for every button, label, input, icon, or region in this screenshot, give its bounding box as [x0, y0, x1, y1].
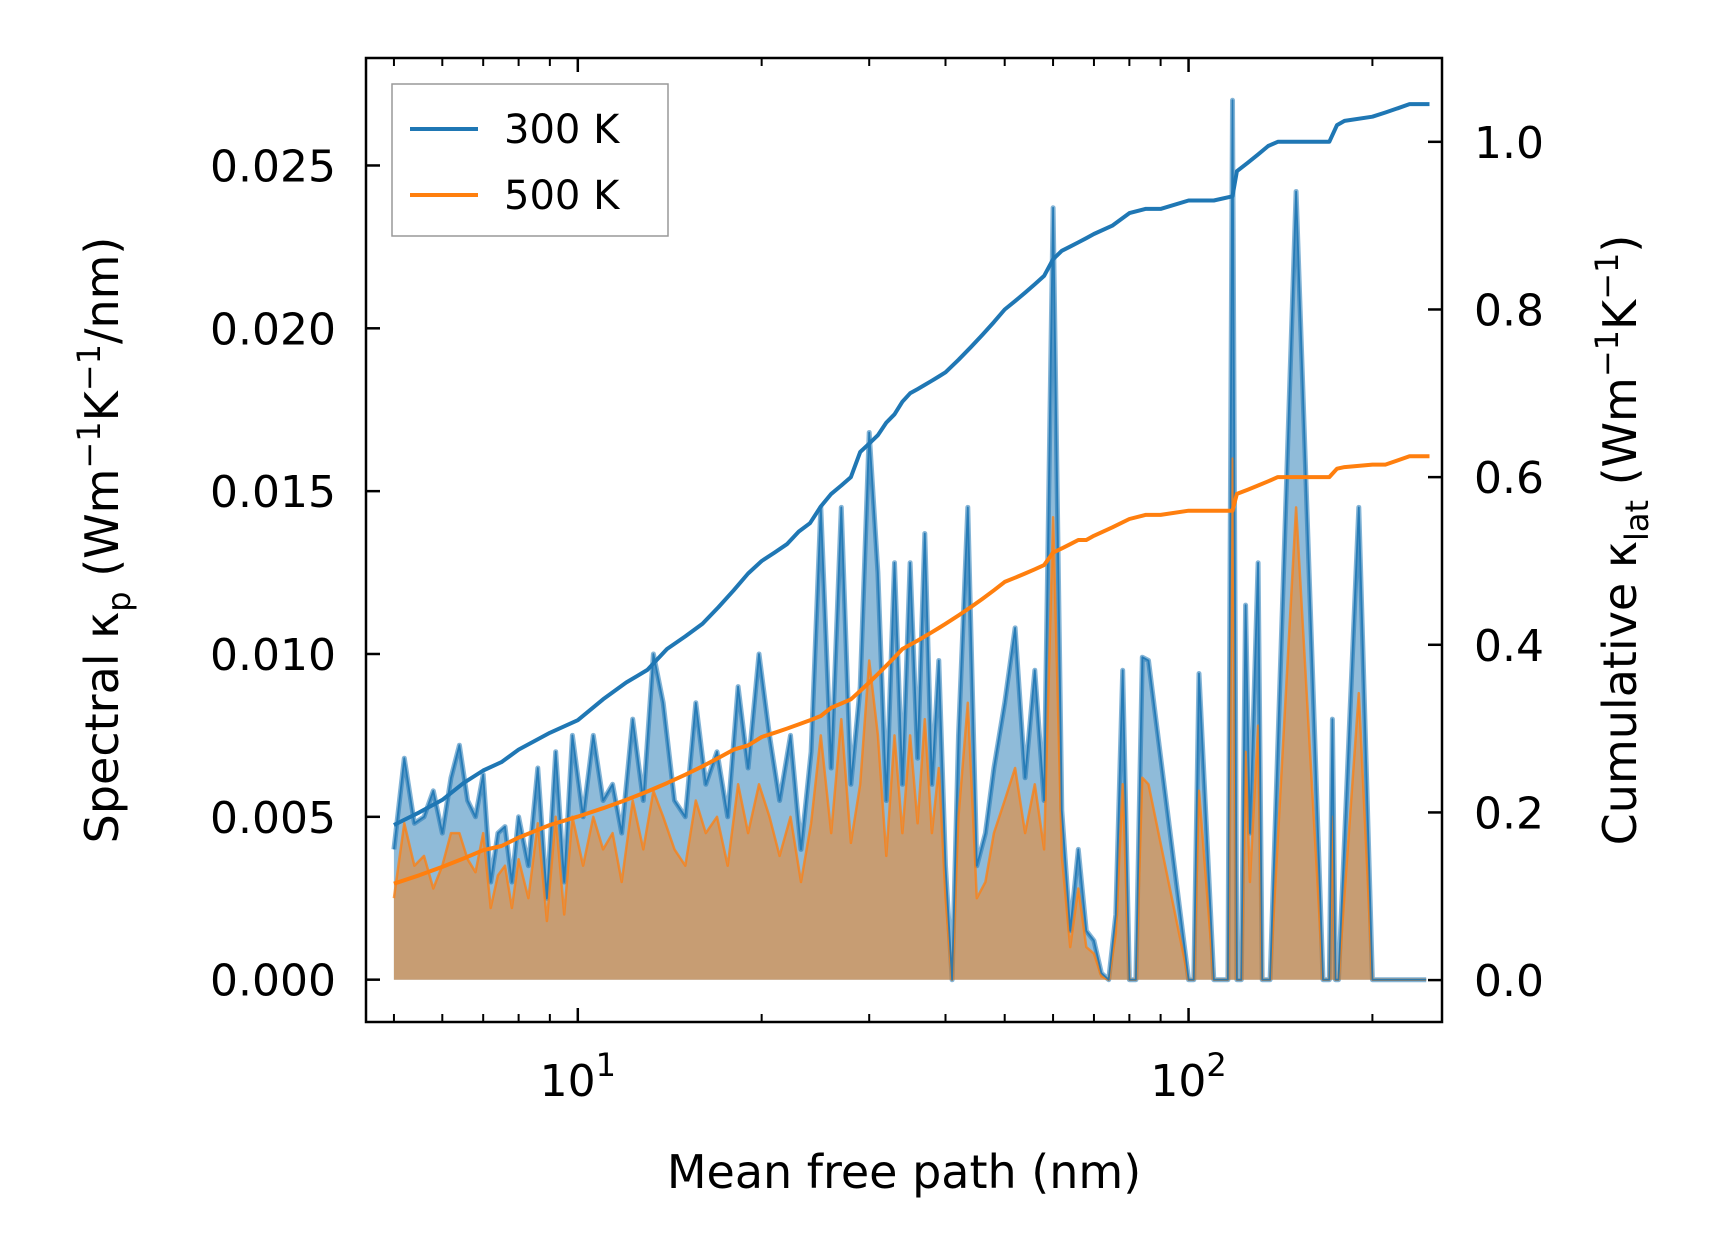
y-left-tick-label: 0.005: [210, 793, 336, 844]
y-right-axis-title-unit-mid: K: [1593, 298, 1647, 330]
y-right-tick-label: 0.4: [1474, 621, 1544, 672]
y-left-axis-title: Spectral κp (Wm−1K−1/nm): [70, 237, 138, 844]
y-right-tick-label: 0.0: [1474, 956, 1544, 1007]
series-500k-cumulative-line: [393, 454, 1430, 886]
y-right-tick-label: 0.2: [1474, 788, 1544, 839]
plot-area: [391, 97, 1430, 983]
y-left-axis-title-subscript: p: [100, 591, 138, 611]
series-500k-spectral-fill: [393, 458, 1427, 980]
axes: 101 1020.0000.0050.0100.0150.0200.0250.00…: [70, 56, 1656, 1199]
y-left-tick-label: 0.000: [210, 956, 336, 1007]
y-right-axis-title-sup2: −1: [1588, 253, 1626, 300]
y-left-axis-title-sup2: −1: [70, 344, 108, 391]
series-300k-spectral-outline: [393, 99, 1427, 981]
legend: 300 K 500 K: [391, 83, 669, 237]
x-tick-label-exponent: 1: [596, 1046, 616, 1084]
x-tick-label: 102: [1150, 1046, 1226, 1107]
legend-label-0: 300 K: [504, 107, 621, 153]
y-right-tick-label: 1.0: [1474, 118, 1544, 169]
y-right-axis-title-unit-post: ): [1593, 235, 1647, 253]
legend-box: [391, 83, 669, 237]
x-tick-label-exponent: 2: [1206, 1046, 1226, 1084]
y-left-axis-title-unit-pre: (Wm: [75, 469, 129, 592]
y-left-tick-label: 0.020: [210, 304, 336, 355]
plot-frame: [364, 56, 1444, 1024]
y-right-axis-title-subscript: lat: [1618, 500, 1656, 541]
series-300k-cumulative-line: [393, 102, 1430, 827]
y-left-tick-label: 0.015: [210, 467, 336, 518]
x-axis-title: Mean free path (nm): [667, 1145, 1141, 1199]
y-right-tick-label: 0.6: [1474, 453, 1544, 504]
y-left-axis-title-sup1: −1: [70, 421, 108, 468]
y-left-tick-label: 0.010: [210, 630, 336, 681]
legend-label-1: 500 K: [504, 173, 621, 219]
x-tick-label-base: 10: [1150, 1056, 1206, 1107]
y-left-axis-title-main: Spectral κ: [75, 612, 129, 844]
y-left-axis-title-unit-post: /nm): [75, 237, 129, 344]
y-right-tick-label: 0.8: [1474, 285, 1544, 336]
series-500k-spectral-line: [392, 457, 1427, 981]
y-right-axis-title: Cumulative κlat (Wm−1K−1): [1588, 235, 1656, 846]
x-tick-label-base: 10: [540, 1056, 596, 1107]
series-group: [391, 97, 1430, 983]
y-right-axis-title-main: Cumulative κ: [1593, 541, 1647, 845]
y-left-axis-title-unit-mid: K: [75, 389, 129, 421]
x-tick-label: 101: [540, 1046, 616, 1107]
series-300k-spectral-fill: [393, 100, 1427, 980]
y-right-axis-title-sup1: −1: [1588, 330, 1626, 377]
y-left-tick-label: 0.025: [210, 141, 336, 192]
y-right-axis-title-unit-pre: (Wm: [1593, 377, 1647, 500]
